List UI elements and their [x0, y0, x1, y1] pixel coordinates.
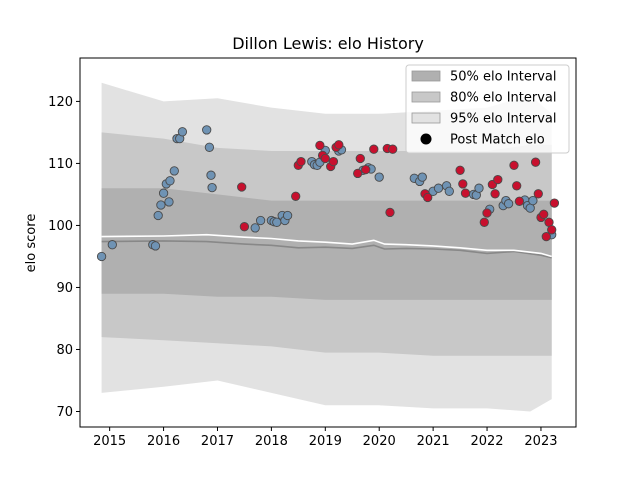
y-tick-label: 70: [56, 405, 73, 420]
data-point: [150, 241, 161, 251]
x-tick-label: 2019: [309, 434, 342, 449]
y-tick-label: 90: [56, 281, 73, 296]
data-point: [509, 160, 519, 170]
data-point: [460, 188, 471, 198]
series-line-1: [101, 233, 552, 258]
axes: 2015 2016 2017 2018 2019 2020 2021 2022 2023 70 80…: [48, 57, 577, 449]
data-point: [165, 176, 175, 186]
axes-frame: [79, 57, 577, 428]
data-point: [433, 183, 444, 193]
data-point: [493, 174, 503, 185]
data-point: [206, 170, 216, 180]
legend-label: Post Match elo: [450, 133, 545, 148]
legend-label: 95% elo Interval: [450, 112, 557, 127]
data-point: [369, 144, 379, 154]
x-tick-label: 2023: [524, 434, 557, 449]
legend-label: 80% elo Interval: [450, 91, 557, 106]
data-point: [417, 172, 427, 182]
data-point: [482, 208, 492, 218]
data-point: [539, 209, 549, 219]
data-point: [202, 125, 212, 135]
data-point: [291, 191, 301, 201]
legend-box: [405, 64, 570, 154]
y-axis-label: elo score: [24, 214, 39, 273]
data-point: [328, 156, 339, 167]
data-point: [282, 210, 293, 221]
data-point: [549, 198, 560, 208]
x-tick-label: 2021: [417, 434, 450, 449]
data-point: [530, 157, 541, 167]
plot-area: [96, 82, 560, 412]
data-point: [514, 196, 525, 206]
data-point: [156, 200, 166, 210]
data-point: [237, 182, 247, 192]
x-tick-label: 2017: [201, 434, 234, 449]
data-point: [204, 142, 215, 152]
data-point: [528, 195, 538, 206]
data-point: [361, 164, 371, 175]
data-point: [164, 197, 174, 207]
data-point: [177, 127, 188, 137]
legend-swatch: [411, 70, 441, 82]
data-point: [320, 153, 330, 164]
data-point: [207, 182, 217, 193]
x-tick-label: 2022: [470, 434, 503, 449]
x-tick-label: 2015: [93, 434, 126, 449]
data-point: [158, 188, 169, 198]
x-tick-label: 2020: [363, 434, 396, 449]
band-50: [101, 188, 552, 300]
x-tick-label: 2016: [147, 434, 180, 449]
data-point: [458, 179, 468, 189]
data-point: [547, 225, 557, 235]
data-point: [353, 168, 363, 179]
data-point: [385, 207, 395, 218]
data-point: [96, 251, 107, 262]
data-point: [490, 189, 500, 199]
data-point: [255, 215, 266, 226]
data-point: [455, 165, 465, 175]
data-point: [512, 181, 522, 191]
data-point: [250, 223, 260, 233]
y-tick-label: 100: [48, 219, 73, 234]
data-point: [315, 140, 325, 151]
legend-swatch: [411, 112, 441, 124]
data-point: [541, 231, 551, 242]
x-tick-label: 2018: [255, 434, 288, 449]
data-point: [444, 186, 454, 196]
data-point: [169, 166, 179, 176]
y-tick-label: 110: [48, 157, 73, 172]
data-point: [479, 217, 489, 227]
data-point: [374, 172, 384, 182]
data-point: [474, 183, 484, 193]
chart-title: Dillon Lewis: elo History: [232, 34, 424, 53]
series-line-0: [101, 240, 552, 259]
data-point: [355, 153, 365, 164]
legend-dot: [420, 133, 432, 145]
data-point: [533, 189, 543, 199]
data-point: [423, 192, 433, 203]
y-tick-label: 80: [56, 343, 73, 358]
data-point: [334, 140, 344, 150]
legend-swatch: [411, 91, 441, 103]
legend-label: 50% elo Interval: [450, 70, 557, 85]
y-tick-label: 120: [48, 95, 73, 110]
data-point: [296, 156, 306, 167]
data-point: [503, 199, 514, 209]
data-point: [107, 240, 117, 250]
data-point: [239, 222, 250, 232]
data-point: [388, 144, 398, 154]
legend: 50% elo Interval 80% elo Interval 95% elo …: [405, 64, 570, 154]
data-point: [153, 210, 163, 221]
